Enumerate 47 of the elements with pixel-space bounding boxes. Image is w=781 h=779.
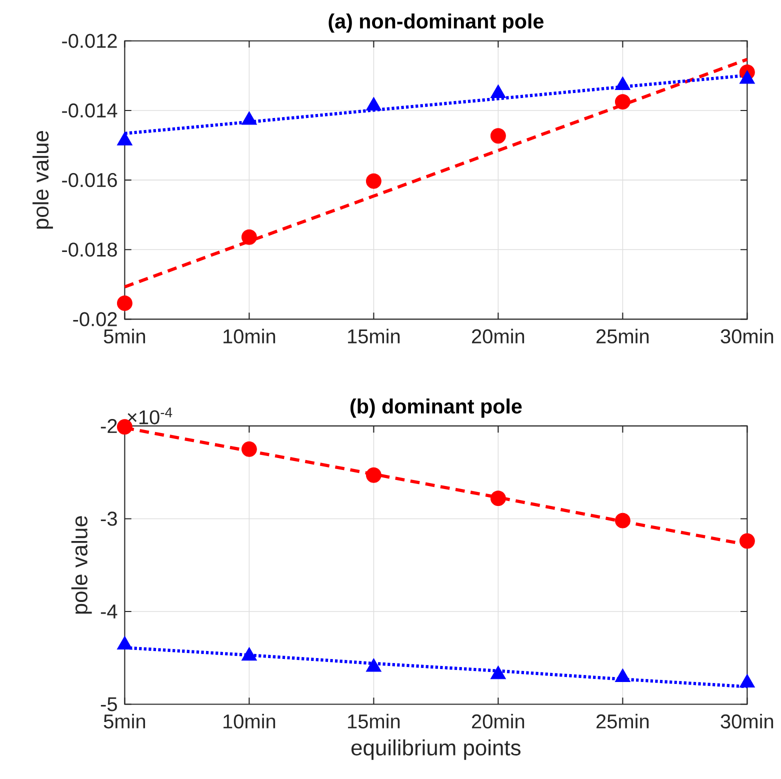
- point: [116, 132, 132, 146]
- y-tick-label: -0.012: [62, 34, 117, 48]
- point: [490, 490, 506, 506]
- x-tick-label: 25min: [596, 328, 649, 344]
- y-tick-label: -0.016: [62, 172, 117, 188]
- point: [490, 666, 506, 680]
- x-tick-label: 10min: [224, 328, 276, 344]
- point: [739, 674, 755, 688]
- chart-title: (b) dominant pole: [350, 398, 522, 418]
- y-axis-title: pole value: [71, 516, 92, 614]
- chart-title: (a) non-dominant pole: [328, 13, 544, 33]
- x-tick-label: 30min: [720, 714, 774, 728]
- y-axis-title: pole value: [32, 131, 53, 229]
- text: ×10$^{-4}$: [128, 408, 172, 424]
- point: [241, 441, 257, 457]
- point: [614, 76, 630, 90]
- point: [116, 295, 132, 311]
- point: [366, 658, 382, 672]
- y-tick-label: -0.02: [73, 312, 117, 326]
- y-tick-label: -2: [100, 418, 117, 433]
- point: [116, 636, 132, 650]
- x-tick-label: 5min: [104, 714, 146, 728]
- point: [366, 173, 382, 189]
- point: [366, 467, 382, 483]
- x-axis-title: equilibrium points: [351, 739, 520, 760]
- point: [241, 111, 257, 125]
- y-tick-label: -0.014: [62, 103, 118, 118]
- point: [366, 96, 382, 110]
- point: [241, 229, 257, 245]
- x-tick-label: 15min: [348, 328, 400, 344]
- point: [490, 84, 506, 98]
- y-tick-label: -0.018: [62, 242, 117, 257]
- x-tick-label: 10min: [224, 714, 276, 728]
- point: [739, 533, 755, 549]
- x-tick-label: 25min: [596, 714, 649, 728]
- x-tick-label: 5min: [104, 328, 146, 344]
- y-tick-label: -3: [100, 512, 117, 526]
- point: [614, 668, 630, 682]
- y-tick-label: -4: [100, 604, 118, 618]
- x-tick-label: 20min: [472, 714, 524, 728]
- point: [614, 512, 630, 528]
- y-tick-label: -5: [100, 697, 117, 712]
- x-tick-label: 15min: [348, 714, 400, 728]
- x-tick-label: 30min: [720, 328, 774, 344]
- point: [241, 647, 257, 661]
- point: [739, 70, 755, 84]
- x-tick-label: 20min: [472, 328, 524, 344]
